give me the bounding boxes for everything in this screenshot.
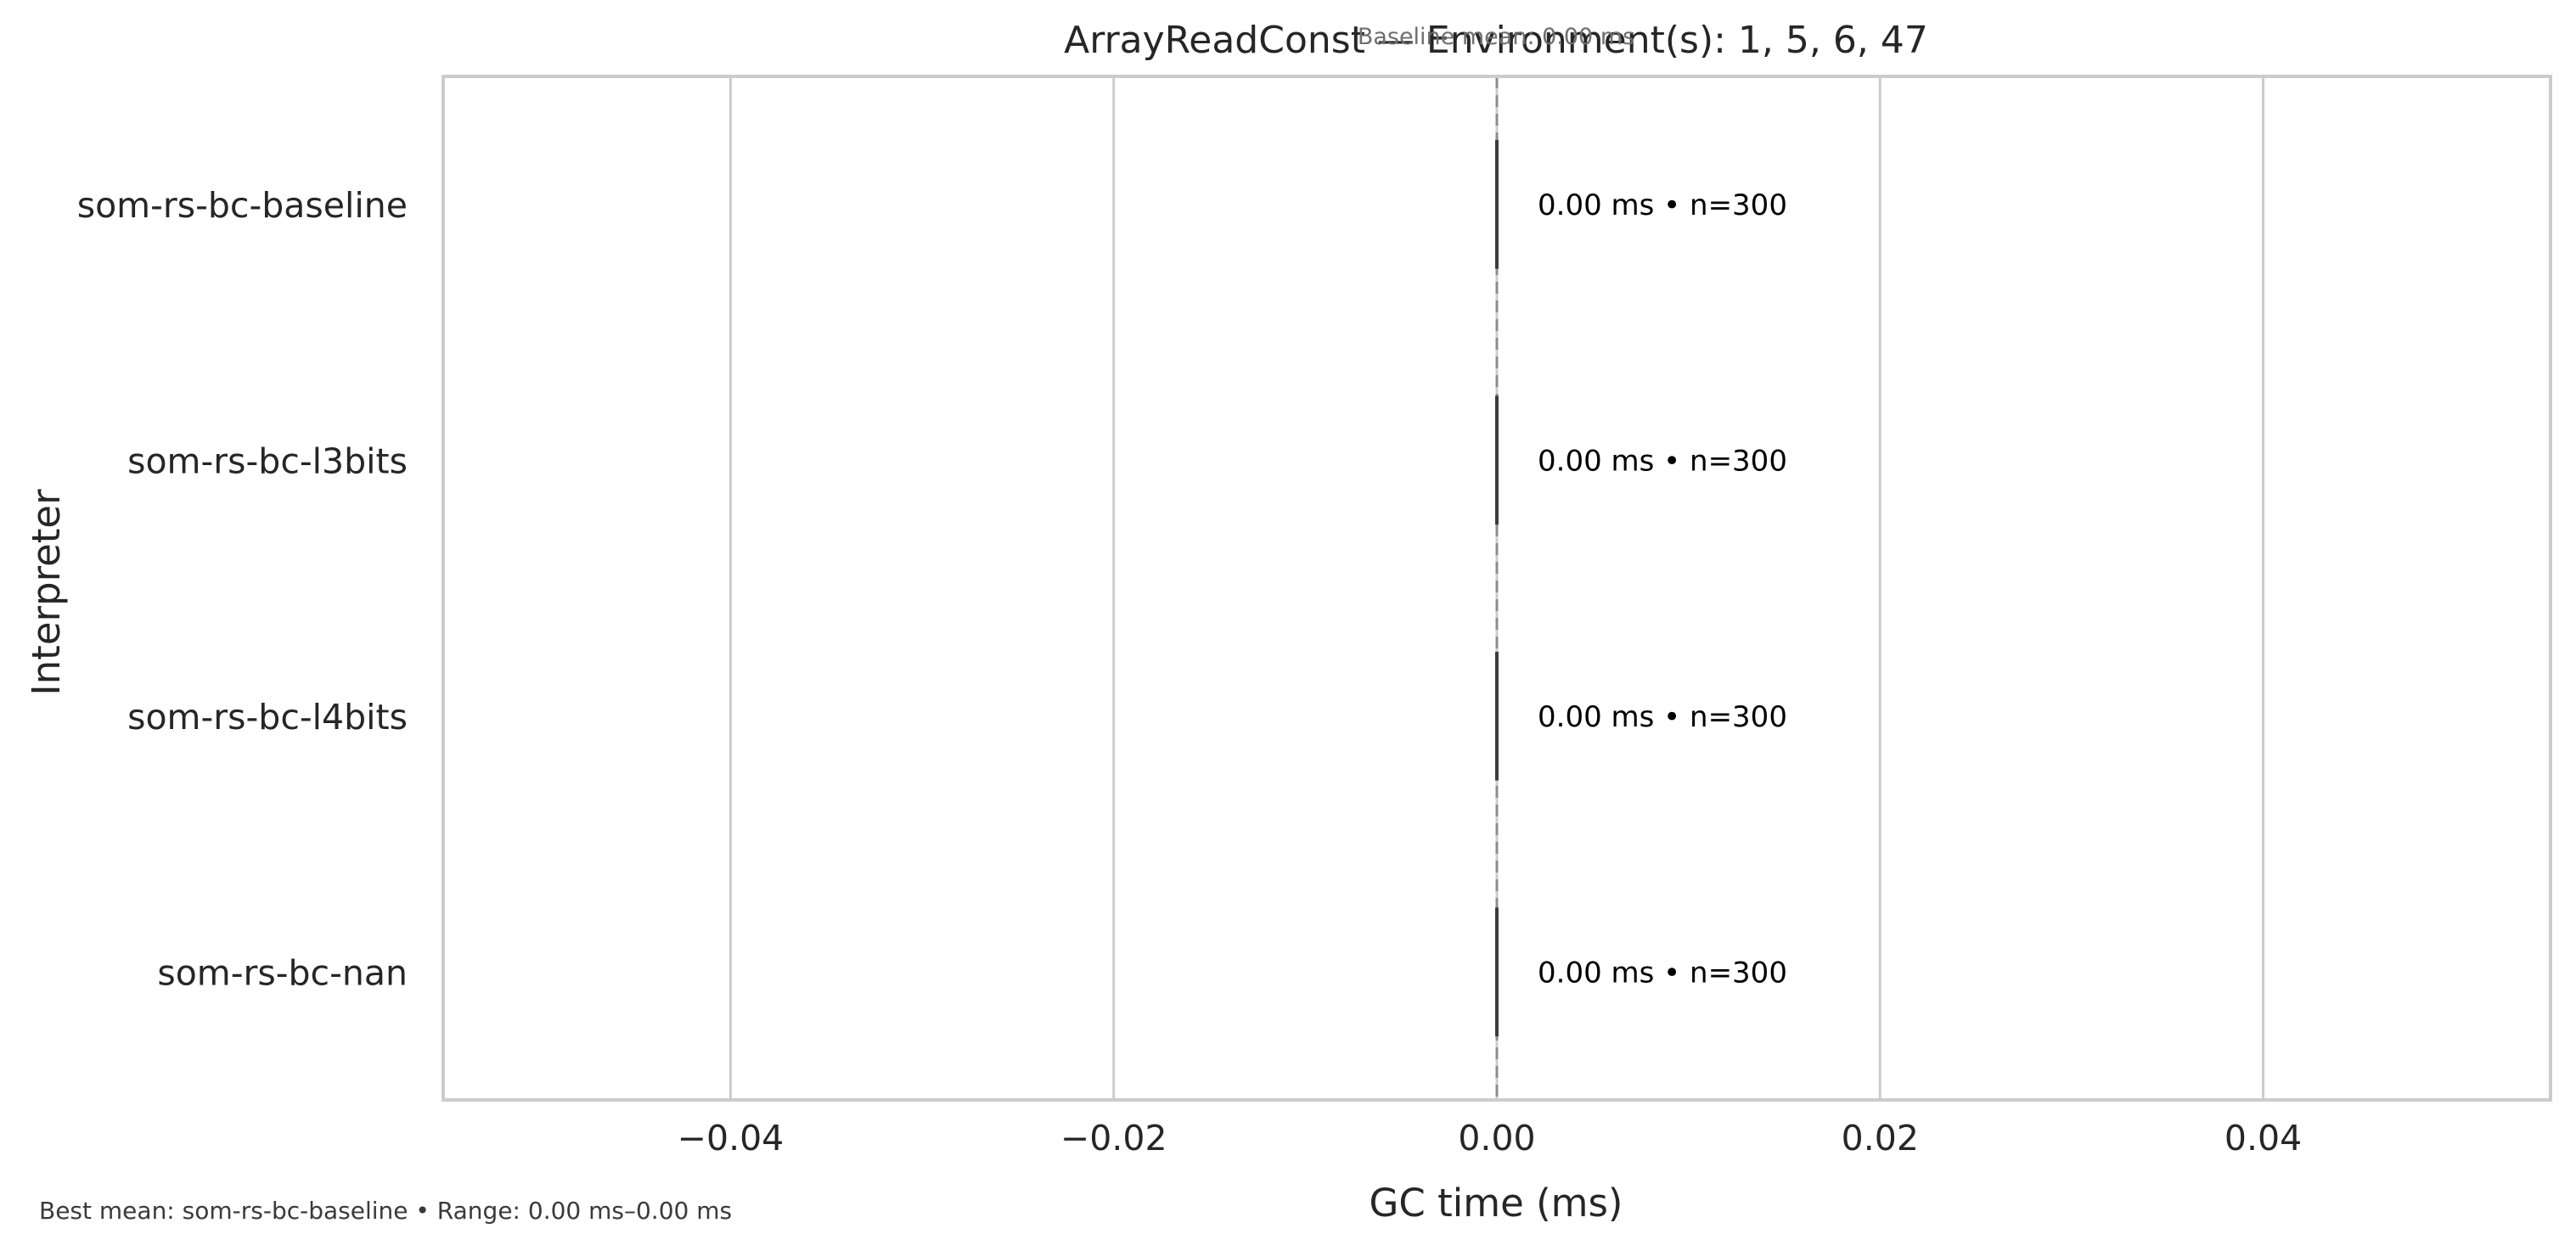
bars-layer: [1495, 139, 1499, 1037]
x-axis-label: GC time (ms): [1370, 1181, 1623, 1226]
y-tick-labels: som-rs-bc-baseline som-rs-bc-l3bits som-rs…: [77, 185, 408, 994]
chart-subtitle: Baseline mean: 0.00 ms: [1358, 24, 1634, 50]
data-labels: 0.00 ms • n=300 0.00 ms • n=300 0.00 ms • …: [1538, 188, 1787, 990]
bar-value-label: 0.00 ms • n=300: [1538, 188, 1787, 222]
x-tick-label: 0.00: [1458, 1118, 1535, 1158]
x-tick-label: 0.02: [1842, 1118, 1919, 1158]
y-axis-label: Interpreter: [24, 489, 69, 696]
x-tick-label: 0.04: [2224, 1118, 2302, 1158]
x-tick-label: −0.04: [678, 1118, 785, 1158]
footer-summary: Best mean: som-rs-bc-baseline • Range: 0…: [39, 1197, 732, 1225]
y-tick-label: som-rs-bc-l4bits: [127, 697, 408, 738]
x-tick-label: −0.02: [1060, 1118, 1167, 1158]
x-tick-labels: −0.04 −0.02 0.00 0.02 0.04: [678, 1118, 2303, 1158]
plot-frame: [442, 75, 2552, 1102]
y-tick-label: som-rs-bc-baseline: [77, 185, 408, 226]
bar: [1495, 139, 1499, 269]
bar: [1495, 395, 1499, 525]
chart-title: ArrayReadConst — Environment(s): 1, 5, 6…: [1064, 19, 1928, 62]
bar: [1495, 907, 1499, 1037]
bar-value-label: 0.00 ms • n=300: [1538, 700, 1787, 734]
bar: [1495, 651, 1499, 781]
bar-value-label: 0.00 ms • n=300: [1538, 444, 1787, 478]
y-tick-label: som-rs-bc-l3bits: [127, 440, 408, 481]
bar-value-label: 0.00 ms • n=300: [1538, 956, 1787, 990]
y-tick-label: som-rs-bc-nan: [157, 952, 408, 993]
